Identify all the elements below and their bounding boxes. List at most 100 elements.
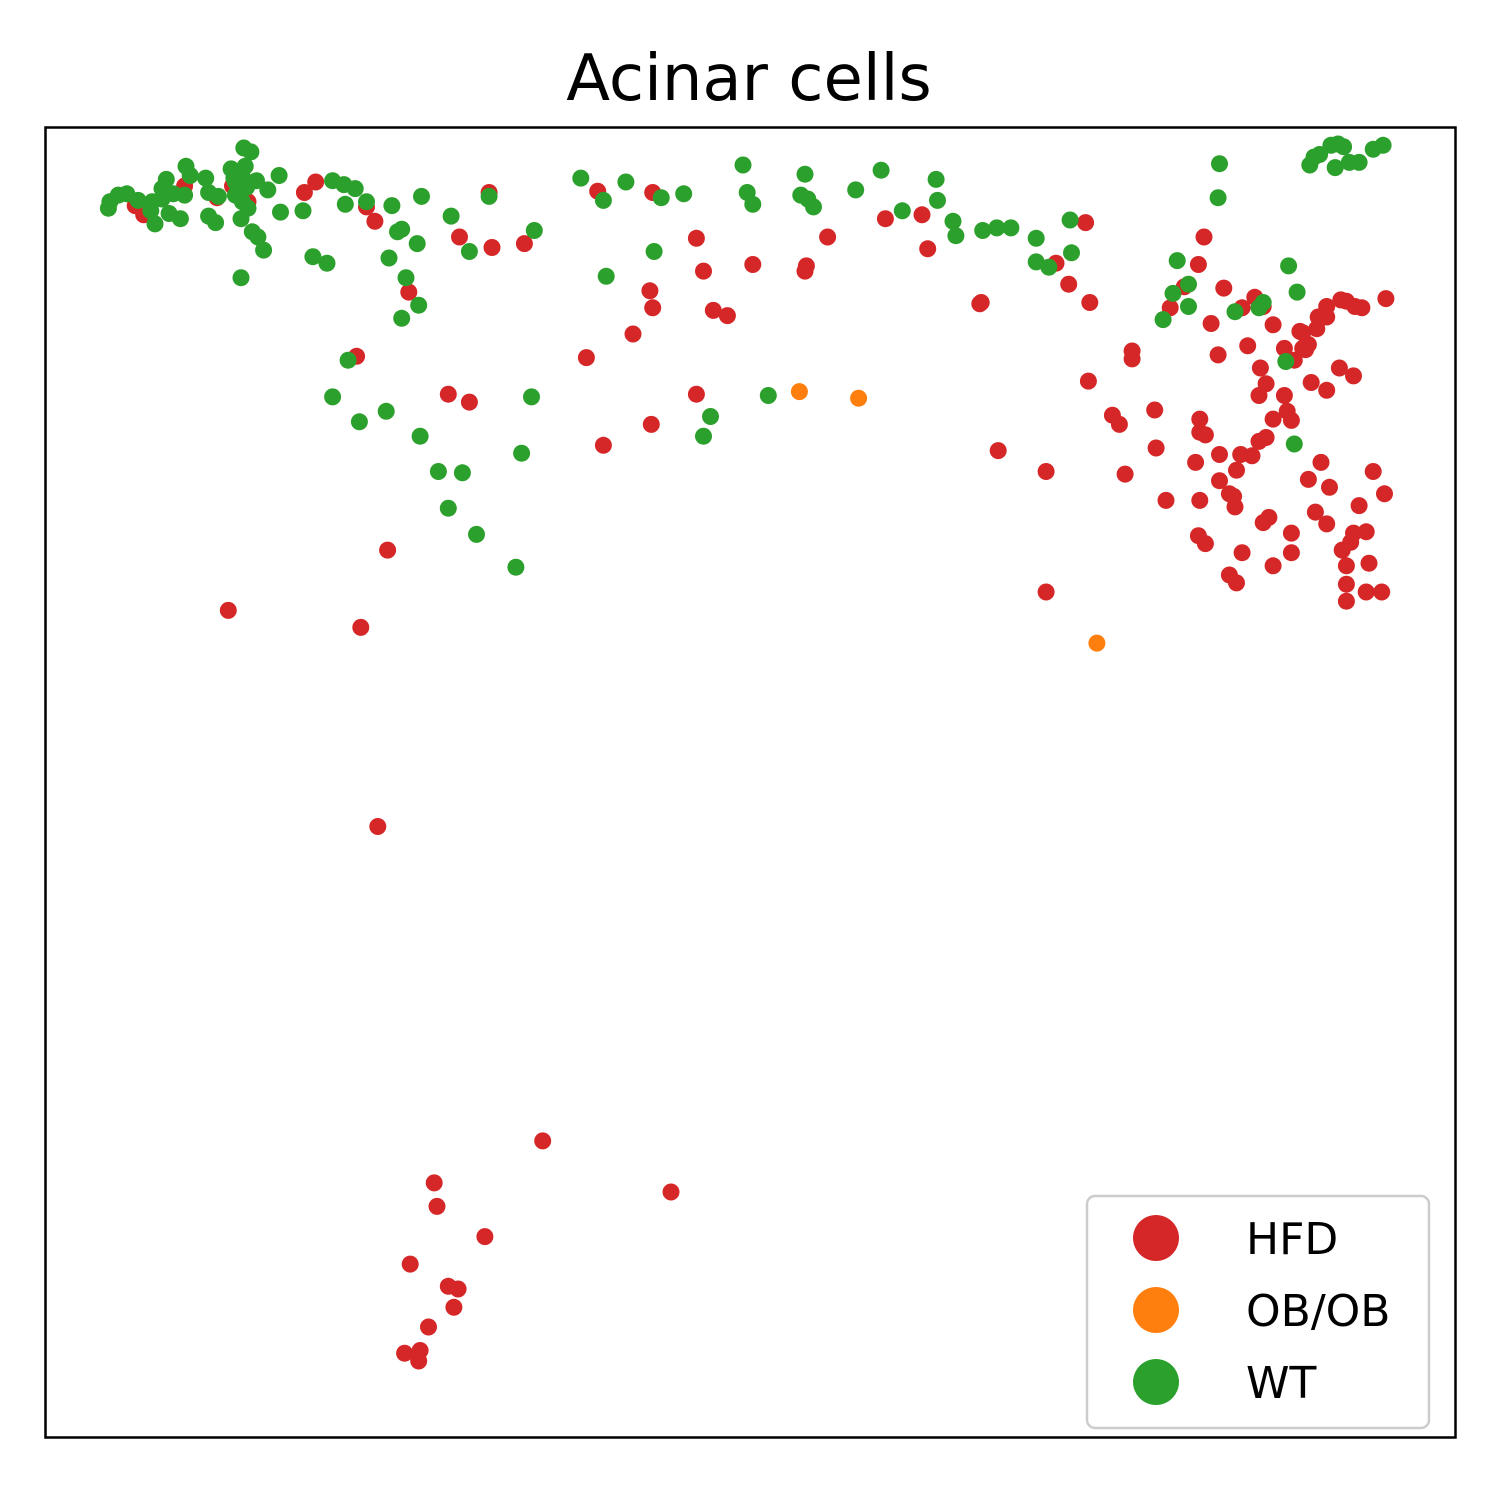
point-wt-71 [507,558,525,576]
point-wt-104 [1027,253,1045,271]
point-wt-30 [232,210,250,228]
point-hfd-134 [1147,439,1165,457]
point-hfd-88 [1318,308,1336,326]
point-wt-67 [429,463,447,480]
point-wt-54 [410,296,428,314]
point-hfd-65 [1239,337,1257,355]
point-wt-58 [413,187,430,205]
point-hfd-133 [1220,485,1238,503]
point-hfd-110 [1337,592,1355,610]
legend-marker-hfd [1133,1215,1179,1261]
point-wt-94 [893,202,911,220]
point-wt-20 [209,187,227,205]
point-hfd-137 [1037,583,1055,601]
point-wt-48 [336,195,354,213]
point-wt-117 [1280,257,1298,275]
point-hfd-87 [1308,320,1326,338]
point-wt-64 [350,413,368,431]
point-hfd-132 [1228,461,1245,479]
point-wt-39 [259,181,277,199]
point-hfd-131 [1211,472,1228,490]
point-wt-60 [460,243,478,260]
point-wt-109 [1180,298,1197,315]
point-wt-41 [272,203,289,221]
point-wt-93 [872,161,890,179]
point-wt-16 [197,169,215,187]
point-wt-36 [236,157,254,175]
point-hfd-98 [1321,478,1338,496]
point-hfd-90 [1330,359,1348,377]
point-hfd-58 [1215,279,1233,297]
point-hfd-119 [1282,544,1300,562]
point-wt-79 [645,243,663,260]
point-wt-75 [525,222,543,239]
point-hfd-59 [1202,315,1220,332]
point-hfd-101 [1306,503,1324,521]
point-hfd-10 [366,212,384,230]
point-hfd-74 [1275,387,1293,404]
point-wt-100 [988,219,1006,237]
point-wt-15 [181,167,199,184]
point-hfd-26 [718,307,736,325]
point-hfd-122 [1260,508,1278,526]
point-wt-88 [796,165,814,183]
point-wt-70 [468,525,485,543]
point-wt-4 [129,191,147,209]
point-wt-42 [294,202,312,220]
point-wt-50 [383,197,401,215]
point-hfd-152 [534,1132,552,1150]
point-hfd-84 [1377,290,1395,308]
point-hfd-94 [1282,411,1300,429]
point-wt-128 [1374,136,1392,154]
point-wt-92 [847,181,865,199]
legend-label-ob-ob: OB/OB [1246,1286,1390,1337]
point-hfd-60 [1209,346,1227,364]
point-wt-116 [1277,353,1295,370]
point-hfd-100 [1299,470,1317,488]
point-hfd-146 [449,1280,467,1298]
point-hfd-154 [369,818,387,835]
point-hfd-52 [1110,415,1128,433]
legend-label-wt: WT [1246,1358,1317,1409]
point-hfd-147 [445,1298,463,1316]
point-wt-108 [1180,275,1197,293]
point-wt-123 [1335,138,1353,156]
point-hfd-20 [644,299,662,317]
point-hfd-112 [1373,583,1391,601]
point-ob-ob-0 [790,383,808,401]
point-wt-132 [142,202,160,220]
point-ob-ob-2 [1088,634,1106,652]
point-wt-103 [1040,258,1058,276]
legend-marker-wt [1133,1359,1179,1405]
point-hfd-148 [420,1318,437,1336]
point-hfd-48 [1060,275,1078,293]
point-hfd-31 [919,240,937,258]
point-hfd-37 [577,349,595,367]
point-hfd-153 [662,1183,680,1201]
point-wt-98 [944,212,962,230]
data-points [99,135,1395,1370]
point-wt-99 [974,222,992,239]
point-hfd-40 [352,618,370,636]
point-wt-80 [675,185,693,203]
point-hfd-104 [1357,523,1375,541]
point-wt-78 [617,173,635,191]
point-wt-115 [1254,294,1272,311]
point-wt-97 [947,227,965,245]
point-hfd-118 [1282,524,1300,542]
point-wt-38 [248,172,265,190]
point-hfd-144 [428,1197,446,1215]
point-hfd-129 [1211,446,1228,463]
point-hfd-73 [1264,410,1282,428]
point-wt-95 [929,191,946,209]
point-wt-32 [249,228,267,246]
point-hfd-16 [483,239,501,256]
point-hfd-92 [1345,367,1362,385]
point-wt-124 [1326,159,1344,177]
point-wt-40 [270,167,288,184]
point-wt-77 [597,267,615,285]
point-wt-52 [408,235,426,253]
point-wt-13 [176,186,194,204]
point-hfd-46 [1037,463,1055,480]
point-hfd-111 [1357,583,1375,601]
